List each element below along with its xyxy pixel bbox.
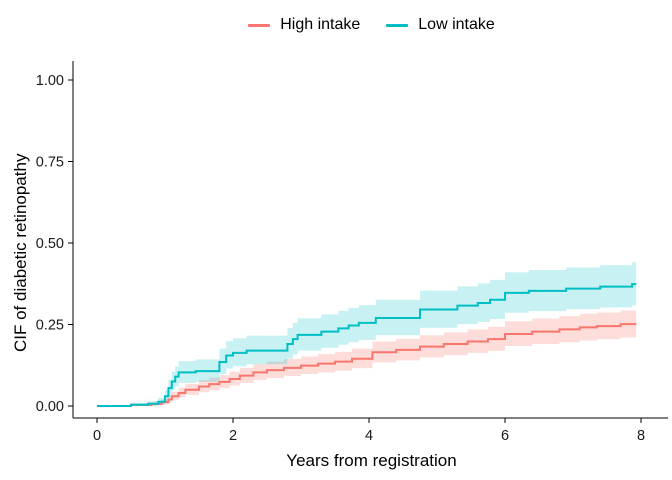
y-tick-label-0.25: 0.25 xyxy=(36,318,64,334)
y-tick-label-1.00: 1.00 xyxy=(36,73,64,89)
ci-band-low-intake xyxy=(97,262,637,406)
legend: High intake Low intake xyxy=(73,13,670,37)
y-tick-label-0.50: 0.50 xyxy=(36,236,64,252)
low-intake-line-swatch-icon xyxy=(386,23,409,27)
series-line-high-intake xyxy=(97,323,637,407)
high-intake-line-swatch-icon xyxy=(248,23,271,27)
x-tick-label-4: 4 xyxy=(365,428,373,444)
y-tick-label-0.75: 0.75 xyxy=(36,155,64,171)
y-tick-label-0.00: 0.00 xyxy=(36,399,64,415)
legend-label-low-intake: Low intake xyxy=(418,16,495,33)
y-axis-title: CIF of diabetic retinopathy xyxy=(11,153,30,352)
x-tick-label-8: 8 xyxy=(637,428,645,444)
x-axis-title: Years from registration xyxy=(286,451,457,470)
x-tick-label-2: 2 xyxy=(229,428,237,444)
x-tick-label-0: 0 xyxy=(93,428,101,444)
legend-item-low-intake: Low intake xyxy=(386,17,495,33)
x-tick-label-6: 6 xyxy=(501,428,509,444)
series-line-low-intake xyxy=(97,283,637,407)
legend-label-high-intake: High intake xyxy=(280,16,361,33)
legend-item-high-intake: High intake xyxy=(248,17,360,33)
